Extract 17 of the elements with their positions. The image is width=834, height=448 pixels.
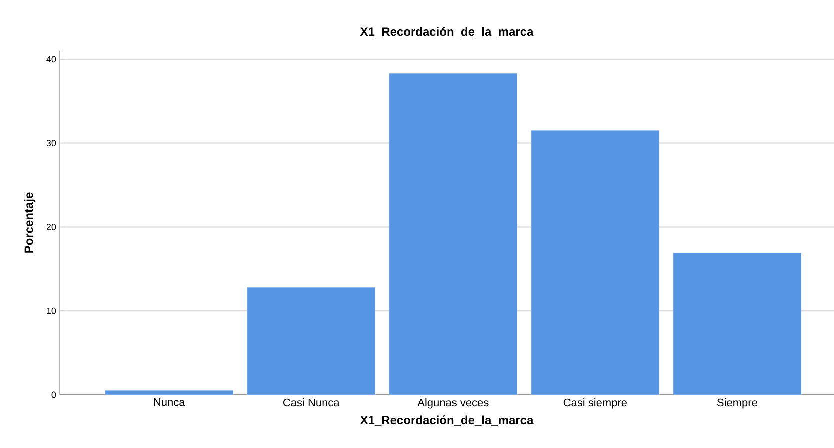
x-tick-label: Siempre (717, 398, 758, 409)
y-tick-label: 20 (46, 224, 56, 230)
bar (673, 253, 802, 395)
bar (389, 73, 518, 395)
y-tick-label: 40 (46, 56, 56, 63)
x-axis-title: X1_Recordación_de_la_marca (360, 416, 534, 426)
bar (531, 130, 660, 395)
bar (247, 287, 376, 395)
x-tick-label: Nunca (154, 398, 186, 406)
y-tick-label: 0 (52, 392, 56, 398)
x-tick-label: Algunas veces (418, 398, 489, 409)
y-tick-label: 10 (47, 308, 56, 314)
chart-title: X1_Recordación_de_la_marca (360, 27, 534, 38)
y-tick-label: 30 (46, 140, 56, 146)
x-tick-label: Casi siempre (564, 398, 627, 409)
y-axis-title: Porcentaje (24, 192, 36, 253)
x-tick-label: Casi Nunca (284, 398, 340, 407)
